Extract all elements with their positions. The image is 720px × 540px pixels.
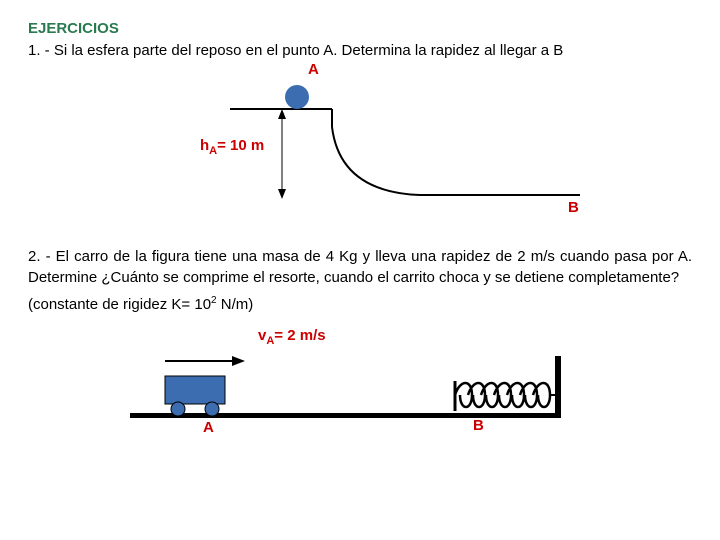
const-prefix: (constante de rigidez K= 10: [28, 296, 211, 313]
page-title: EJERCICIOS: [28, 20, 692, 37]
vel-suffix: = 2 m/s: [274, 327, 325, 344]
const-suffix: N/m): [217, 296, 254, 313]
diagram-1: A B hA= 10 m: [28, 67, 692, 237]
diagram1-label-b: B: [568, 199, 579, 216]
diagram-2: vA= 2 m/s A B: [28, 321, 692, 451]
problem1-text: 1. - Si la esfera parte del reposo en el…: [28, 41, 692, 61]
problem2-constant: (constante de rigidez K= 102 N/m): [28, 294, 692, 315]
height-sub: A: [209, 145, 217, 157]
diagram2-velocity-label: vA= 2 m/s: [258, 327, 326, 347]
height-prefix: h: [200, 137, 209, 154]
diagram2-label-a: A: [203, 419, 214, 436]
height-suffix: = 10 m: [217, 137, 264, 154]
diagram1-height-label: hA= 10 m: [200, 137, 264, 157]
diagram2-label-b: B: [473, 417, 484, 434]
problem2-text: 2. - El carro de la figura tiene una mas…: [28, 247, 692, 288]
diagram1-label-a: A: [308, 61, 319, 78]
